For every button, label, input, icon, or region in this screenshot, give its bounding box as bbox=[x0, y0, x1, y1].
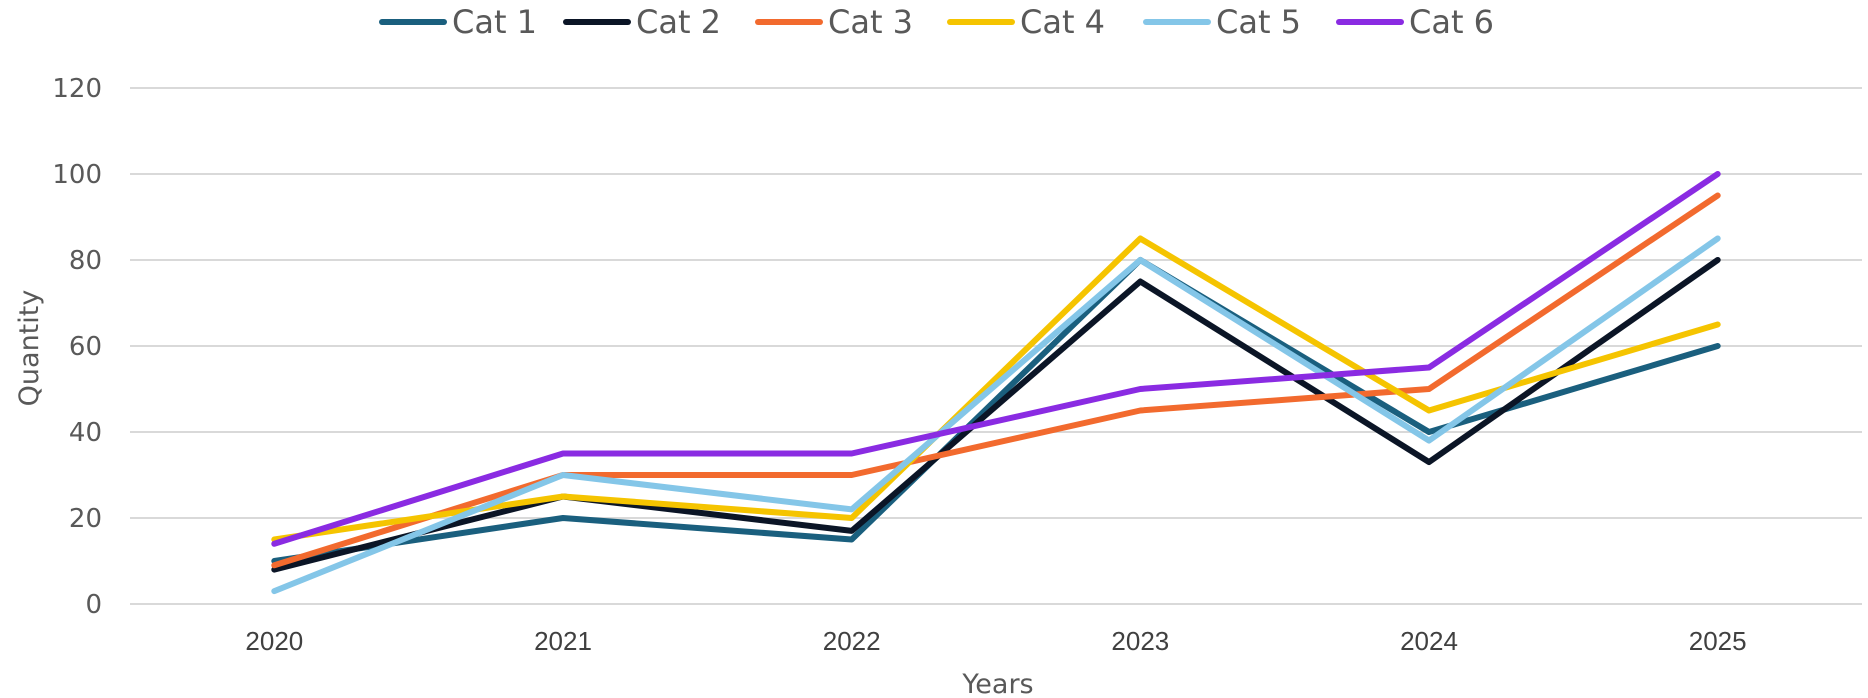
legend-label: Cat 3 bbox=[828, 3, 913, 41]
y-tick-label: 0 bbox=[85, 590, 102, 620]
x-tick-label: 2020 bbox=[245, 626, 303, 656]
legend: Cat 1 Cat 2 Cat 3 Cat 4 Cat 5 Cat 6 bbox=[379, 3, 1494, 41]
y-axis-title: Quantity bbox=[14, 290, 45, 407]
y-tick-label: 40 bbox=[69, 418, 102, 448]
y-tick-label: 80 bbox=[69, 246, 102, 276]
legend-item-cat-6[interactable]: Cat 6 bbox=[1336, 3, 1494, 41]
x-axis-ticks: 2020 2021 2022 2023 2024 2025 bbox=[245, 626, 1746, 656]
series-line-cat-6 bbox=[271, 171, 1721, 547]
y-tick-label: 100 bbox=[52, 160, 102, 190]
series-line-cat-3 bbox=[271, 192, 1721, 569]
x-axis-title: Years bbox=[961, 669, 1033, 698]
legend-label: Cat 1 bbox=[452, 3, 537, 41]
x-tick-label: 2021 bbox=[534, 626, 592, 656]
y-tick-label: 120 bbox=[52, 74, 102, 104]
x-tick-label: 2025 bbox=[1689, 626, 1747, 656]
series-line-cat-5 bbox=[271, 235, 1721, 595]
y-tick-label: 60 bbox=[69, 332, 102, 362]
x-tick-label: 2022 bbox=[823, 626, 881, 656]
legend-item-cat-4[interactable]: Cat 4 bbox=[947, 3, 1105, 41]
legend-label: Cat 6 bbox=[1409, 3, 1494, 41]
legend-label: Cat 4 bbox=[1020, 3, 1105, 41]
gridlines bbox=[130, 87, 1862, 605]
y-tick-label: 20 bbox=[69, 504, 102, 534]
legend-item-cat-5[interactable]: Cat 5 bbox=[1143, 3, 1301, 41]
y-axis-ticks: 0 20 40 60 80 100 120 bbox=[52, 74, 102, 620]
legend-label: Cat 2 bbox=[636, 3, 721, 41]
legend-item-cat-1[interactable]: Cat 1 bbox=[379, 3, 537, 41]
series-line-cat-4 bbox=[271, 235, 1721, 543]
series-line-cat-2 bbox=[271, 257, 1721, 573]
x-tick-label: 2023 bbox=[1111, 626, 1169, 656]
legend-item-cat-3[interactable]: Cat 3 bbox=[755, 3, 913, 41]
legend-item-cat-2[interactable]: Cat 2 bbox=[563, 3, 721, 41]
series-line-cat-1 bbox=[271, 257, 1721, 564]
series-group bbox=[271, 171, 1721, 595]
x-tick-label: 2024 bbox=[1400, 626, 1458, 656]
legend-label: Cat 5 bbox=[1216, 3, 1301, 41]
